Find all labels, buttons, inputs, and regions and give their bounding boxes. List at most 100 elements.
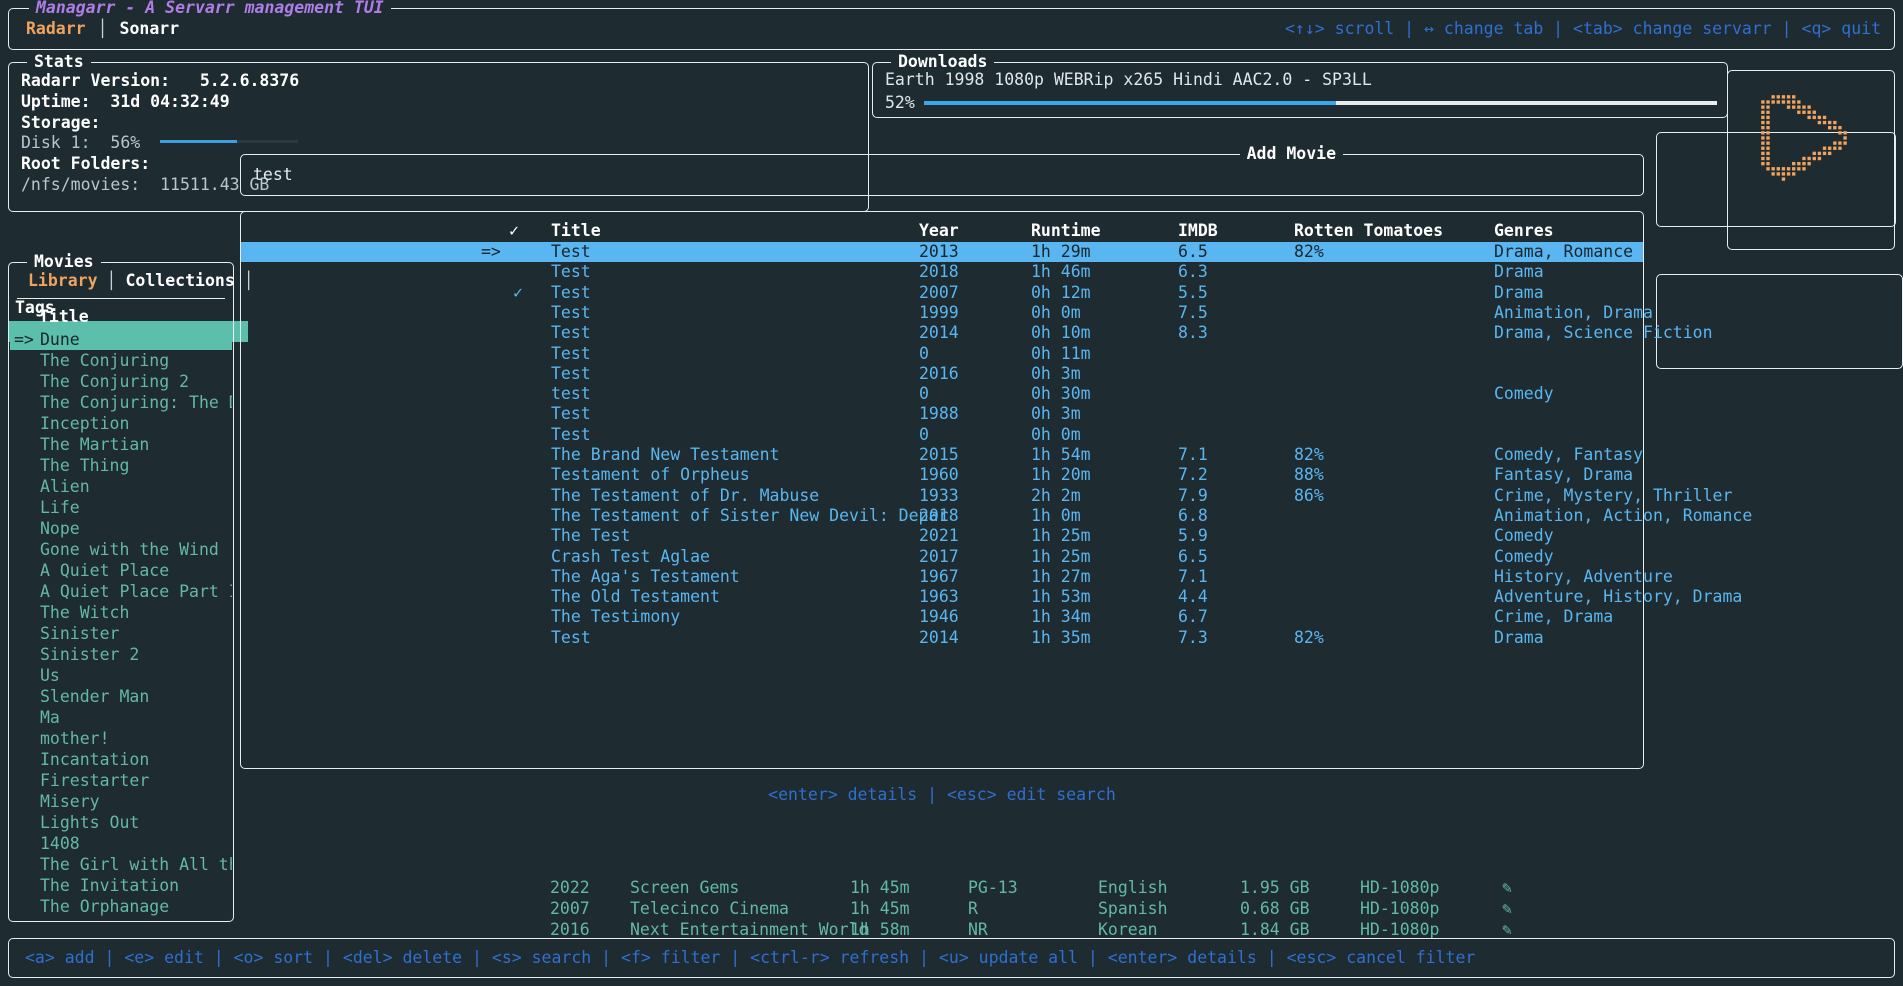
- cell-imdb: 4.4: [1178, 587, 1208, 607]
- table-row[interactable]: 2022 Screen Gems 1h 45m PG-13 English 1.95 GB…: [240, 878, 1660, 899]
- table-row[interactable]: The Brand New Testament 2015 1h 54m 7.1 82% C…: [241, 445, 1643, 465]
- cell-year: 0: [919, 424, 929, 444]
- table-row[interactable]: Test 2016 0h 3m: [241, 364, 1643, 384]
- cell-runtime: 1h 45m: [850, 898, 910, 918]
- list-item[interactable]: 1408: [10, 833, 232, 854]
- checkmark-icon[interactable]: ✓: [513, 282, 523, 302]
- cell-title: Test: [551, 343, 591, 363]
- cell-studio: Telecinco Cinema: [630, 898, 789, 918]
- movies-tabs: Library │ Collections │: [19, 271, 254, 291]
- table-row[interactable]: The Testament of Sister New Devil: Depar…: [241, 505, 1752, 526]
- table-row[interactable]: ✓ Test 2007 0h 12m 5.5 Drama: [241, 283, 1643, 303]
- list-item[interactable]: mother!: [10, 728, 232, 749]
- cell-title: Test: [551, 627, 591, 647]
- list-item[interactable]: The Conjuring 2: [10, 371, 232, 392]
- cell-size: 1.95 GB: [1240, 878, 1310, 897]
- list-item[interactable]: => Dune: [10, 329, 232, 350]
- list-item[interactable]: The Martian: [10, 434, 232, 455]
- download-progress-track: [923, 101, 1717, 106]
- table-row[interactable]: Test 0 0h 11m: [241, 344, 1643, 364]
- cell-genres: Comedy, Fantasy: [1494, 445, 1644, 464]
- results-list[interactable]: => Test 2013 1h 29m 6.5 82% Drama, Romance Test…: [241, 242, 1752, 766]
- table-row[interactable]: Test 0 0h 0m: [241, 425, 1643, 445]
- cell-year: 0: [919, 384, 929, 404]
- table-row[interactable]: test 0 0h 30m Comedy: [241, 384, 1643, 404]
- movies-tab-separator-end: │: [243, 271, 254, 290]
- servarr-tabs: Radarr │ Sonarr: [14, 19, 191, 39]
- download-name: Earth 1998 1080p WEBRip x265 Hindi AAC2.…: [885, 70, 1372, 89]
- cell-year: 0: [919, 343, 929, 363]
- download-progress: 52%: [885, 93, 1717, 113]
- cell-genres: Crime, Drama: [1494, 607, 1614, 627]
- cell-title: The Test: [551, 526, 631, 546]
- list-item-label: Dune: [40, 330, 80, 349]
- table-row[interactable]: 2016 Next Entertainment World 1h 58m NR Kore…: [240, 920, 1660, 941]
- list-item[interactable]: Us: [10, 665, 232, 686]
- cell-year: 2018: [919, 505, 959, 525]
- downloads-panel: Downloads Earth 1998 1080p WEBRip x265 H…: [872, 52, 1728, 118]
- list-item[interactable]: The Conjuring: [10, 350, 232, 371]
- movies-list[interactable]: => Dune The Conjuring The Conjuring 2 The Co…: [10, 329, 232, 917]
- column-header-title: Title: [551, 221, 601, 240]
- table-row[interactable]: Test 2018 1h 46m 6.3 Drama: [241, 262, 1643, 282]
- list-item[interactable]: Misery: [10, 791, 232, 812]
- cell-title: The Brand New Testament: [551, 445, 780, 464]
- list-item[interactable]: Sinister: [10, 623, 232, 644]
- list-item[interactable]: The Orphanage: [10, 896, 232, 917]
- tab-collections[interactable]: Collections: [125, 271, 235, 290]
- list-item[interactable]: A Quiet Place: [10, 560, 232, 581]
- table-row[interactable]: Crash Test Aglae 2017 1h 25m 6.5 Comedy: [241, 547, 1643, 567]
- table-row[interactable]: Test 2014 1h 35m 7.3 82% Drama: [241, 628, 1643, 648]
- list-item[interactable]: Sinister 2: [10, 644, 232, 665]
- tab-library[interactable]: Library: [28, 271, 98, 290]
- radarr-logo-icon: [1761, 95, 1847, 181]
- cell-certification: R: [968, 898, 978, 918]
- table-row[interactable]: The Testament of Dr. Mabuse 1933 2h 2m 7.9 8…: [241, 485, 1732, 506]
- list-item[interactable]: The Invitation: [10, 875, 232, 896]
- stats-body: Radarr Version: 5.2.6.8376 Uptime: 31d 0…: [21, 71, 299, 196]
- list-item[interactable]: The Thing: [10, 455, 232, 476]
- table-row[interactable]: The Testimony 1946 1h 34m 6.7 Crime, Drama: [241, 607, 1643, 627]
- list-item[interactable]: The Girl with All the: [10, 854, 232, 875]
- stats-storage-label: Storage:: [21, 112, 101, 132]
- cell-genres: Comedy: [1494, 526, 1554, 546]
- table-row[interactable]: The Aga's Testament 1967 1h 27m 7.1 History,…: [241, 567, 1673, 587]
- add-movie-search-box[interactable]: Add Movie test: [240, 144, 1644, 196]
- table-row[interactable]: 2007 Telecinco Cinema 1h 45m R Spanish 0.68 G…: [240, 899, 1660, 920]
- list-item[interactable]: Firestarter: [10, 770, 232, 791]
- list-item[interactable]: Incantation: [10, 749, 232, 770]
- list-item-label: Sinister: [40, 624, 120, 643]
- list-item[interactable]: Inception: [10, 413, 232, 434]
- search-input[interactable]: test: [253, 165, 293, 184]
- table-row[interactable]: Test 1988 0h 3m: [241, 404, 1643, 424]
- tags-panel: [1656, 274, 1903, 369]
- cell-rotten-tomatoes: 86%: [1294, 485, 1324, 505]
- list-item[interactable]: Alien: [10, 476, 232, 497]
- list-item[interactable]: Lights Out: [10, 812, 232, 833]
- cell-year: 2021: [919, 526, 959, 546]
- list-item[interactable]: Nope: [10, 518, 232, 539]
- table-row[interactable]: The Old Testament 1963 1h 53m 4.4 Adventure,…: [241, 587, 1742, 607]
- list-item[interactable]: Ma: [10, 707, 232, 728]
- table-row[interactable]: Test 2014 0h 10m 8.3 Drama, Science Fiction: [241, 323, 1713, 343]
- cell-genres: Animation, Drama: [1494, 302, 1653, 322]
- table-row[interactable]: The Test 2021 1h 25m 5.9 Comedy: [241, 526, 1643, 546]
- selection-arrow-icon: =>: [14, 330, 34, 349]
- tab-radarr[interactable]: Radarr: [26, 19, 86, 38]
- list-item[interactable]: Slender Man: [10, 686, 232, 707]
- cell-imdb: 7.5: [1178, 302, 1208, 322]
- list-item[interactable]: A Quiet Place Part II: [10, 581, 232, 602]
- list-item[interactable]: The Witch: [10, 602, 232, 623]
- list-item[interactable]: Gone with the Wind: [10, 539, 232, 560]
- cell-imdb: 6.8: [1178, 505, 1208, 525]
- table-row[interactable]: => Test 2013 1h 29m 6.5 82% Drama, Romance: [241, 242, 1643, 263]
- cell-imdb: 7.1: [1178, 445, 1208, 464]
- table-row[interactable]: Testament of Orpheus 1960 1h 20m 7.2 88% Fant…: [241, 465, 1643, 485]
- cell-title: Test: [551, 282, 591, 302]
- tab-sonarr[interactable]: Sonarr: [119, 19, 180, 38]
- table-row[interactable]: Test 1999 0h 0m 7.5 Animation, Drama: [241, 302, 1653, 323]
- cell-studio: Screen Gems: [630, 878, 740, 897]
- list-item[interactable]: Life: [10, 497, 232, 518]
- list-item[interactable]: The Conjuring: The De: [10, 392, 232, 413]
- list-item-label: Ma: [40, 708, 60, 727]
